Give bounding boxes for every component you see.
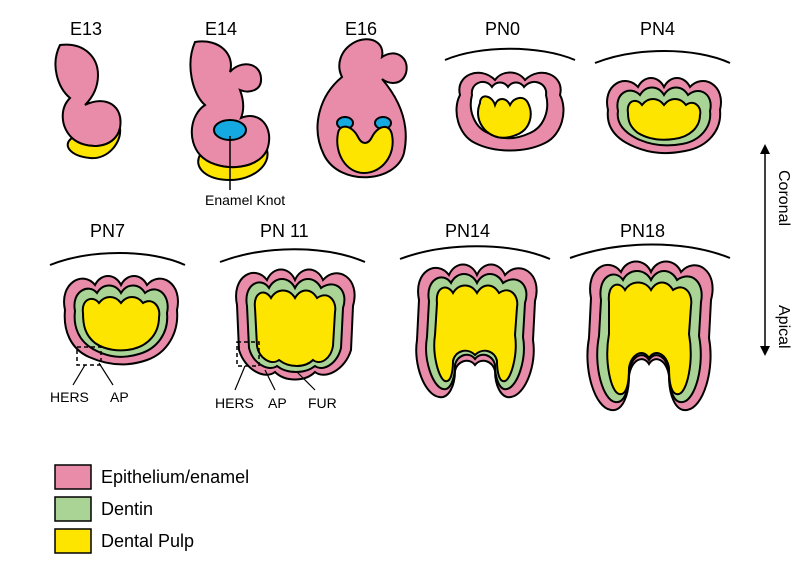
stage-label: PN 11 bbox=[260, 221, 309, 241]
stage-label: PN7 bbox=[90, 221, 125, 241]
stage-e13: E13 bbox=[55, 19, 120, 158]
stage-pn7: PN7 bbox=[50, 221, 185, 385]
stage-pn18: PN18 bbox=[570, 221, 730, 410]
oral-epithelium-line bbox=[570, 245, 730, 259]
stage-label: E14 bbox=[205, 19, 237, 39]
stage-pn4: PN4 bbox=[595, 19, 730, 153]
stage-label: PN14 bbox=[445, 221, 490, 241]
pulp-shape bbox=[478, 96, 531, 137]
oral-epithelium-line bbox=[220, 249, 365, 262]
stage-pn0: PN0 bbox=[445, 19, 575, 151]
oral-epithelium-line bbox=[50, 253, 185, 265]
tooth-development-diagram: E13 E14 Enamel Knot E16 PN0 bbox=[0, 0, 800, 580]
legend: Epithelium/enamel Dentin Dental Pulp bbox=[55, 465, 249, 553]
hers-pointer bbox=[73, 365, 85, 385]
orientation-axis: Coronal Apical bbox=[760, 144, 792, 356]
enamel-knot-label: Enamel Knot bbox=[205, 192, 285, 208]
stage-e14: E14 bbox=[190, 19, 269, 190]
ap-pointer bbox=[99, 363, 113, 385]
pulp-shape bbox=[255, 291, 336, 367]
hers-label-pn7: HERS bbox=[50, 389, 89, 405]
stage-label: PN18 bbox=[620, 221, 665, 241]
ap-label-pn7: AP bbox=[110, 389, 129, 405]
coronal-label: Coronal bbox=[775, 170, 792, 226]
pulp-shape bbox=[628, 99, 701, 140]
apical-label: Apical bbox=[775, 305, 792, 349]
stage-label: PN4 bbox=[640, 19, 675, 39]
legend-label-epithelium: Epithelium/enamel bbox=[101, 467, 249, 487]
stage-label: PN0 bbox=[485, 19, 520, 39]
pulp-shape bbox=[83, 297, 160, 350]
epithelium-shape bbox=[55, 45, 120, 146]
stage-label: E16 bbox=[345, 19, 377, 39]
stage-pn11: PN 11 bbox=[220, 221, 365, 390]
pulp-shape bbox=[607, 283, 691, 395]
hers-pointer bbox=[235, 366, 245, 390]
oral-epithelium-line bbox=[400, 246, 550, 259]
oral-epithelium-line bbox=[445, 49, 575, 60]
stage-pn14: PN14 bbox=[400, 221, 550, 397]
legend-swatch-dentin bbox=[55, 497, 91, 521]
hers-label-pn11: HERS bbox=[215, 395, 254, 411]
pulp-shape bbox=[434, 286, 517, 382]
ap-label-pn11: AP bbox=[268, 395, 287, 411]
stage-label: E13 bbox=[70, 19, 102, 39]
fur-label-pn11: FUR bbox=[308, 395, 337, 411]
legend-label-dentin: Dentin bbox=[101, 499, 153, 519]
stage-e16: E16 bbox=[318, 19, 407, 177]
legend-label-pulp: Dental Pulp bbox=[101, 531, 194, 551]
legend-swatch-epithelium bbox=[55, 465, 91, 489]
legend-swatch-pulp bbox=[55, 529, 91, 553]
oral-epithelium-line bbox=[595, 51, 730, 63]
